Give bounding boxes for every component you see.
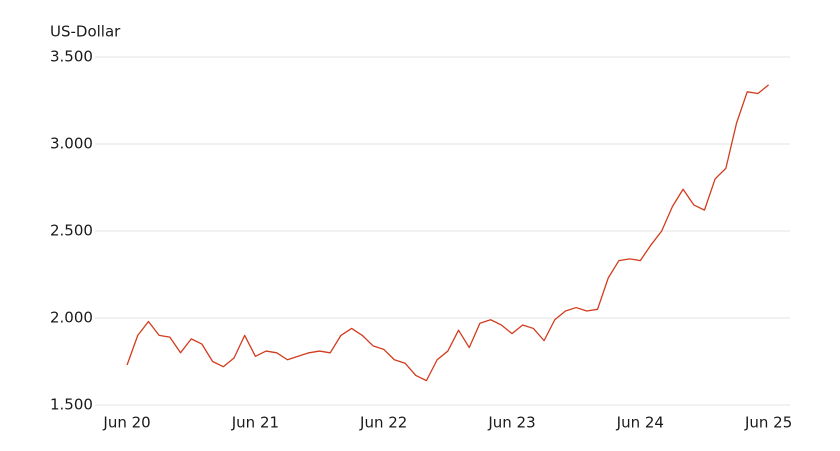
y-tick-label: 3.000 [50,135,93,153]
x-tick-label: Jun 21 [231,414,279,432]
y-tick-label: 2.500 [50,222,93,240]
x-tick-label: Jun 25 [744,414,792,432]
price-line [126,84,770,382]
x-tick-label: Jun 24 [616,414,664,432]
y-tick-label: 1.500 [50,396,93,414]
y-axis-label: US-Dollar [50,23,121,41]
x-tick-label: Jun 22 [359,414,407,432]
y-tick-label: 2.000 [50,309,93,327]
x-tick-label: Jun 20 [102,414,150,432]
y-tick-label: 3.500 [50,48,93,66]
x-tick-label: Jun 23 [487,414,535,432]
